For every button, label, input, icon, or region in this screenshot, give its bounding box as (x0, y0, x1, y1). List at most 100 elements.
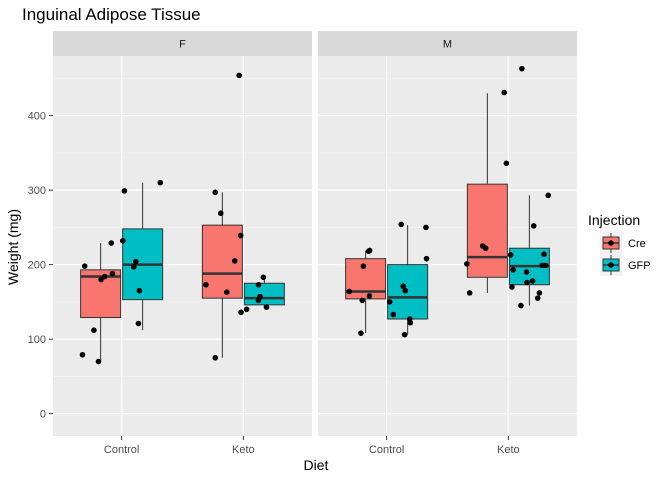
legend-key-gfp: GFP (600, 254, 651, 276)
data-point (98, 276, 104, 283)
y-tick-label: 100 (28, 334, 46, 346)
data-point (466, 290, 473, 296)
facet-panels: F Control Keto 0 100 200 300 400 M Control Keto (28, 31, 577, 456)
data-point (523, 269, 530, 275)
facet-label-F: F (179, 39, 186, 51)
legend-label-gfp: GFP (628, 260, 651, 272)
data-point (401, 331, 408, 338)
facet-strip-M (318, 31, 577, 56)
data-point (135, 320, 142, 327)
y-tick-label: 400 (28, 111, 46, 123)
data-point (359, 297, 366, 304)
data-point (223, 289, 230, 295)
data-point (238, 309, 244, 316)
data-point (133, 258, 139, 265)
data-point (130, 264, 137, 270)
legend-key-cre: Cre (600, 232, 646, 254)
legend-key-point (608, 262, 614, 268)
legend-title: Injection (588, 212, 640, 228)
data-point (529, 278, 536, 284)
data-point (530, 223, 537, 229)
facet-panel-M: M Control Keto (318, 31, 577, 456)
legend-label-cre: Cre (628, 238, 646, 250)
data-point (402, 287, 409, 294)
data-point (236, 72, 242, 79)
data-point (212, 189, 219, 196)
data-point (136, 287, 143, 294)
panel-background (318, 56, 577, 436)
data-point (121, 188, 128, 194)
data-point (507, 252, 514, 258)
data-point (365, 248, 372, 255)
data-point (423, 224, 429, 231)
data-point (398, 221, 405, 228)
x-axis-title: Diet (304, 457, 329, 473)
x-tick-label: Control (369, 444, 404, 456)
facet-label-M: M (443, 39, 452, 51)
data-point (482, 245, 489, 252)
data-point (79, 351, 86, 358)
y-tick-label: 0 (40, 409, 46, 421)
data-point (501, 89, 508, 96)
data-point (243, 306, 250, 313)
data-point (263, 304, 270, 310)
legend-key-point (608, 240, 614, 246)
data-point (400, 283, 407, 290)
data-point (108, 240, 115, 246)
data-point (542, 262, 549, 269)
x-tick-label: Control (104, 444, 139, 456)
data-point (407, 319, 414, 326)
data-point (423, 255, 430, 262)
box-M-Keto-GFP (507, 65, 552, 309)
data-point (157, 179, 164, 186)
data-point (509, 284, 515, 290)
data-point (212, 354, 219, 361)
box-F-Keto-Cre (201, 72, 244, 361)
y-axis-title: Weight (mg) (5, 209, 21, 285)
box-M-Keto-Cre (464, 89, 510, 296)
data-point (524, 279, 530, 286)
box-F-Control-Cre (79, 240, 122, 365)
data-point (203, 281, 209, 288)
data-point (231, 258, 238, 264)
box-F-Control-GFP (119, 179, 164, 331)
data-point (541, 251, 547, 257)
panel-background (53, 56, 312, 436)
box-F-Keto-GFP (243, 274, 285, 313)
y-tick-label: 300 (28, 185, 46, 197)
data-point (366, 293, 373, 299)
box-M-Control-GFP (386, 221, 430, 338)
data-point (545, 192, 552, 199)
box-M-Control-Cre (345, 247, 387, 336)
data-point (346, 288, 353, 295)
data-point (536, 290, 543, 296)
data-point (464, 261, 470, 267)
data-point (503, 160, 510, 167)
data-point (109, 270, 116, 277)
data-point (390, 311, 397, 318)
data-point (81, 263, 88, 269)
data-point (519, 65, 525, 72)
chart-title: Inguinal Adipose Tissue (22, 5, 201, 24)
data-point (255, 297, 262, 304)
box-body (243, 282, 285, 306)
x-tick-label: Keto (497, 444, 520, 456)
data-point (358, 330, 364, 336)
x-tick-label: Keto (232, 444, 255, 456)
data-point (510, 267, 516, 273)
data-point (386, 299, 393, 305)
data-point (534, 295, 541, 301)
data-point (95, 358, 102, 365)
data-point (255, 281, 262, 288)
facet-strip-F (53, 31, 312, 56)
legend: Injection Cre GFP (588, 212, 651, 276)
data-point (217, 210, 224, 217)
data-point (91, 327, 97, 333)
data-point (518, 302, 524, 309)
data-point (360, 263, 367, 269)
data-point (119, 237, 126, 244)
facet-panel-F: F Control Keto 0 100 200 300 400 (28, 31, 312, 456)
data-point (260, 274, 267, 281)
box-body (466, 183, 508, 278)
